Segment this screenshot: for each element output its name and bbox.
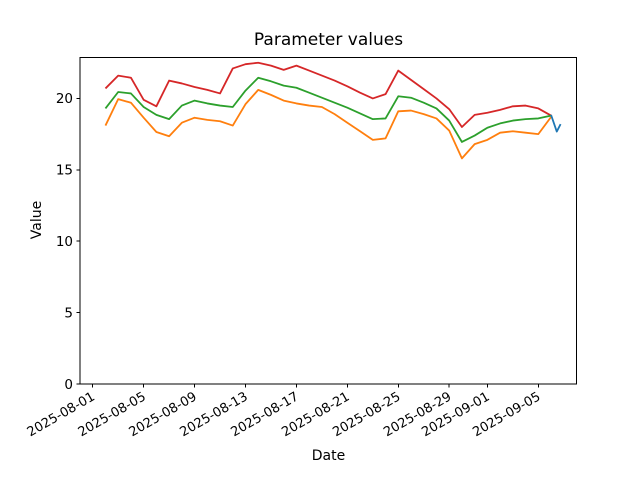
y-tick-label: 0 bbox=[64, 377, 73, 393]
series-blue-line bbox=[550, 114, 562, 133]
plot-background bbox=[80, 57, 577, 384]
series-green-line bbox=[104, 76, 552, 143]
series-orange-line bbox=[104, 88, 552, 160]
x-axis-label: Date bbox=[311, 448, 346, 464]
series-red-line bbox=[104, 61, 552, 128]
axes-spines bbox=[79, 57, 577, 385]
y-tick-label: 5 bbox=[64, 305, 73, 321]
y-axis-label: Value bbox=[29, 200, 45, 240]
y-tick-label: 20 bbox=[56, 91, 73, 107]
y-tick-label: 10 bbox=[56, 234, 73, 250]
chart-title: Parameter values bbox=[253, 30, 404, 50]
y-tick-label: 15 bbox=[56, 163, 73, 179]
